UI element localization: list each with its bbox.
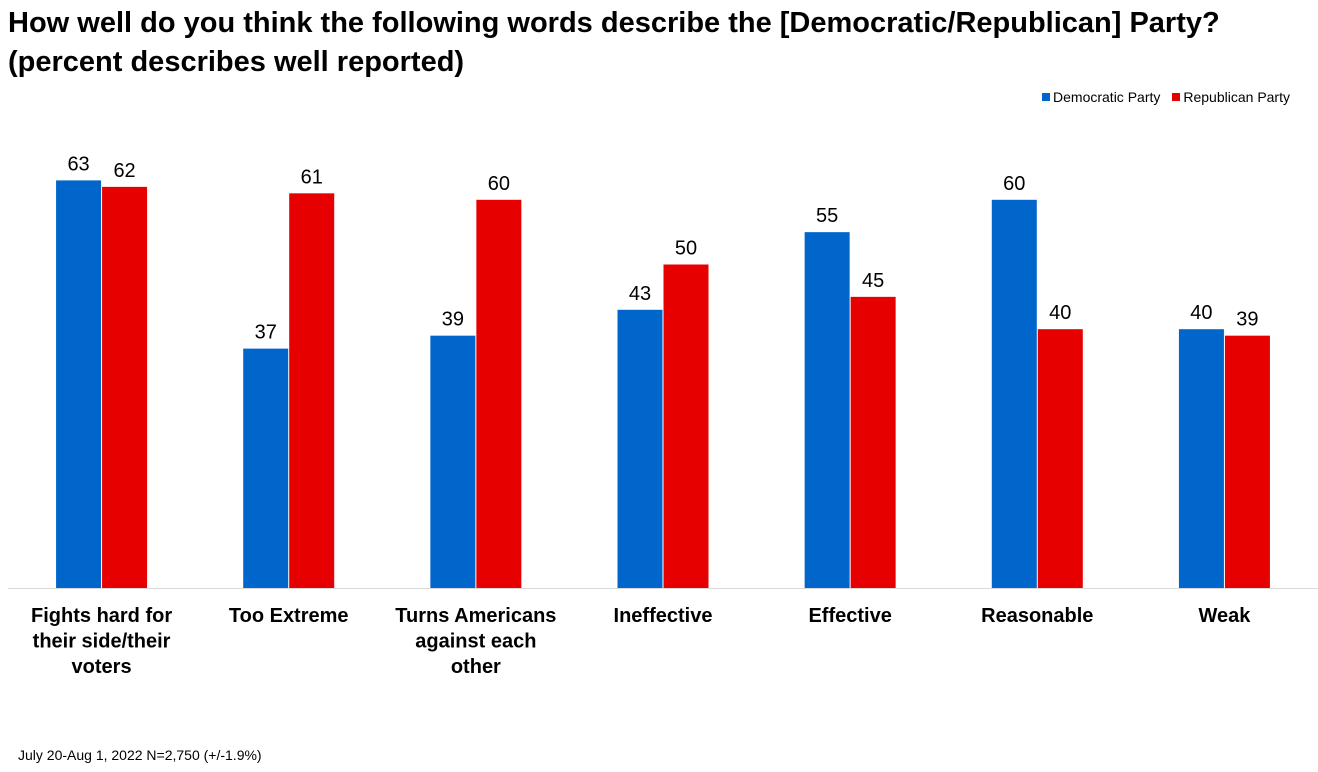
legend-swatch-democratic bbox=[1042, 93, 1051, 101]
data-label-democratic-party-effective: 55 bbox=[816, 205, 838, 227]
bar-republican-party-ineffective bbox=[663, 264, 709, 588]
category-label-weak: Weak bbox=[1198, 605, 1251, 627]
data-label-democratic-party-turns-americans-against-each-other: 39 bbox=[442, 309, 464, 331]
bar-republican-party-fights-hard-for-their-side-their-voters bbox=[102, 186, 148, 589]
data-label-democratic-party-ineffective: 43 bbox=[629, 283, 651, 305]
category-label-line: Reasonable bbox=[981, 605, 1093, 627]
data-label-democratic-party-fights-hard-for-their-side-their-voters: 63 bbox=[67, 153, 89, 175]
category-label-reasonable: Reasonable bbox=[981, 605, 1093, 627]
category-label-line: against each bbox=[415, 631, 536, 653]
bar-republican-party-effective bbox=[850, 296, 896, 588]
category-label-line: voters bbox=[72, 656, 132, 678]
data-label-republican-party-turns-americans-against-each-other: 60 bbox=[488, 173, 510, 195]
legend-item-democratic: Democratic Party bbox=[1042, 89, 1160, 105]
data-label-republican-party-too-extreme: 61 bbox=[301, 166, 323, 188]
category-label-line: Fights hard for bbox=[31, 605, 172, 627]
category-label-line: Ineffective bbox=[614, 605, 713, 627]
bar-democratic-party-fights-hard-for-their-side-their-voters bbox=[56, 180, 102, 588]
bar-chart: 63 62 Fights hard for their side/their voter… bbox=[8, 153, 1318, 678]
footnote: July 20-Aug 1, 2022 N=2,750 (+/-1.9%) bbox=[18, 747, 262, 763]
category-label-line: Effective bbox=[808, 605, 891, 627]
category-label-line: Turns Americans bbox=[395, 605, 556, 627]
bar-democratic-party-reasonable bbox=[991, 199, 1037, 589]
category-label-effective: Effective bbox=[808, 605, 891, 627]
data-label-democratic-party-weak: 40 bbox=[1190, 302, 1212, 324]
data-label-democratic-party-too-extreme: 37 bbox=[255, 322, 277, 344]
category-label-line: Too Extreme bbox=[229, 605, 349, 627]
bar-republican-party-reasonable bbox=[1037, 329, 1083, 588]
data-label-republican-party-effective: 45 bbox=[862, 270, 884, 292]
category-label-ineffective: Ineffective bbox=[614, 605, 713, 627]
bar-democratic-party-ineffective bbox=[617, 309, 663, 588]
legend-swatch-republican bbox=[1172, 93, 1181, 101]
data-label-republican-party-weak: 39 bbox=[1236, 309, 1258, 331]
bar-republican-party-weak bbox=[1224, 335, 1270, 588]
category-label-turns-americans-against-each-other: Turns Americans against each other bbox=[395, 605, 556, 678]
category-label-line: Weak bbox=[1198, 605, 1251, 627]
data-label-republican-party-reasonable: 40 bbox=[1049, 302, 1071, 324]
bar-republican-party-turns-americans-against-each-other bbox=[476, 199, 522, 589]
bar-democratic-party-too-extreme bbox=[243, 348, 289, 588]
legend-label-democratic: Democratic Party bbox=[1053, 89, 1161, 105]
legend-item-republican: Republican Party bbox=[1172, 89, 1290, 105]
data-label-democratic-party-reasonable: 60 bbox=[1003, 173, 1025, 195]
bar-democratic-party-effective bbox=[804, 232, 850, 588]
data-label-republican-party-fights-hard-for-their-side-their-voters: 62 bbox=[113, 160, 135, 182]
data-label-republican-party-ineffective: 50 bbox=[675, 238, 697, 260]
category-label-line: other bbox=[451, 656, 501, 678]
bar-republican-party-too-extreme bbox=[289, 193, 335, 588]
bar-democratic-party-weak bbox=[1178, 329, 1224, 588]
legend: Democratic Party Republican Party bbox=[1030, 89, 1290, 105]
chart-title: How well do you think the following word… bbox=[8, 7, 1220, 78]
category-label-too-extreme: Too Extreme bbox=[229, 605, 349, 627]
legend-label-republican: Republican Party bbox=[1183, 89, 1290, 105]
bar-democratic-party-turns-americans-against-each-other bbox=[430, 335, 476, 588]
category-label-fights-hard-for-their-side-their-voters: Fights hard for their side/their voters bbox=[31, 605, 172, 678]
category-label-line: their side/their bbox=[33, 631, 171, 653]
